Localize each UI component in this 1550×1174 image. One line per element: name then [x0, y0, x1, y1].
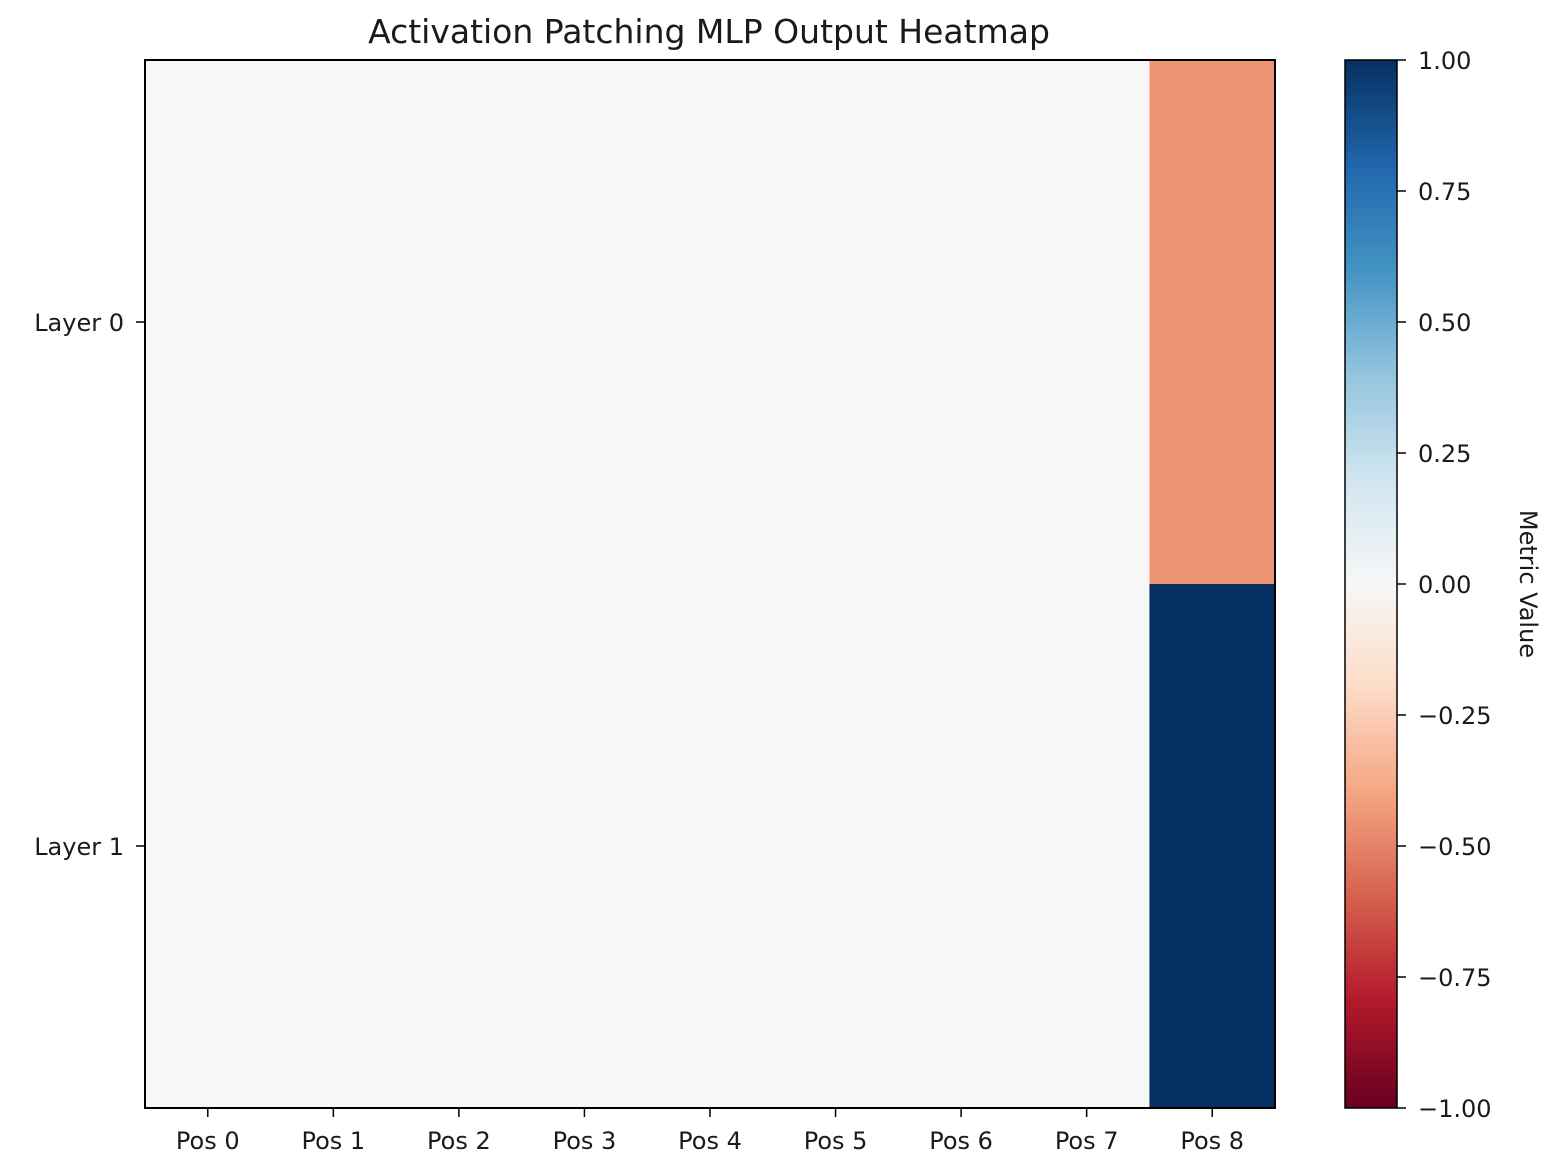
- heatmap-cell: [396, 584, 523, 1109]
- colorbar-tick-label: 0.00: [1418, 571, 1471, 599]
- x-tick-label: Pos 5: [804, 1127, 868, 1155]
- heatmap-cell: [521, 584, 648, 1109]
- heatmap-cells: [145, 60, 1276, 1109]
- heatmap-cell: [772, 60, 899, 585]
- x-tick-label: Pos 6: [929, 1127, 993, 1155]
- colorbar-tick-label: −0.25: [1418, 702, 1492, 730]
- colorbar-axis: 1.00 0.75 0.50 0.25 0.00 −0.25 −0.50 −0.75 −1.00: [1397, 47, 1492, 1123]
- x-tick-label: Pos 4: [678, 1127, 742, 1155]
- colorbar: [1344, 59, 1398, 1109]
- heatmap-cell: [1149, 60, 1276, 585]
- x-tick-label: Pos 8: [1180, 1127, 1244, 1155]
- heatmap-cell: [647, 584, 774, 1109]
- x-tick-label: Pos 1: [301, 1127, 365, 1155]
- x-tick-label: Pos 7: [1055, 1127, 1119, 1155]
- heatmap-cell: [521, 60, 648, 585]
- colorbar-tick-label: −1.00: [1418, 1095, 1492, 1123]
- colorbar-tick-label: 0.50: [1418, 309, 1471, 337]
- x-tick-label: Pos 2: [427, 1127, 491, 1155]
- y-axis: Layer 0 Layer 1: [34, 309, 145, 861]
- y-tick-label: Layer 0: [34, 309, 124, 337]
- heatmap-cell: [145, 60, 272, 585]
- heatmap-cell: [270, 584, 397, 1109]
- heatmap-cell: [1023, 60, 1150, 585]
- heatmap-cell: [772, 584, 899, 1109]
- heatmap-cell: [396, 60, 523, 585]
- colorbar-tick-label: 0.75: [1418, 178, 1471, 206]
- heatmap-cell: [1023, 584, 1150, 1109]
- heatmap-cell: [898, 60, 1025, 585]
- chart-title: Activation Patching MLP Output Heatmap: [368, 12, 1050, 51]
- heatmap-cell: [145, 584, 272, 1109]
- heatmap-cell: [270, 60, 397, 585]
- x-tick-label: Pos 3: [553, 1127, 617, 1155]
- x-axis: Pos 0 Pos 1 Pos 2 Pos 3 Pos 4 Pos 5 Pos 6 Pos 7…: [176, 1108, 1244, 1155]
- heatmap-cell: [898, 584, 1025, 1109]
- heatmap-cell: [647, 60, 774, 585]
- colorbar-tick-label: −0.50: [1418, 833, 1492, 861]
- heatmap-cell: [1149, 584, 1276, 1109]
- y-tick-label: Layer 1: [34, 833, 124, 861]
- colorbar-label: Metric Value: [1514, 510, 1542, 658]
- colorbar-tick-label: −0.75: [1418, 964, 1492, 992]
- x-tick-label: Pos 0: [176, 1127, 240, 1155]
- colorbar-tick-label: 0.25: [1418, 440, 1471, 468]
- colorbar-tick-label: 1.00: [1418, 47, 1471, 75]
